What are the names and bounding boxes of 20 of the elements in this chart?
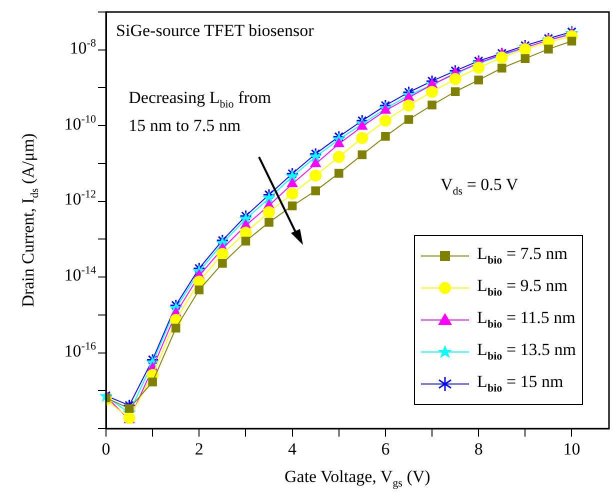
x-tick-label: 6 <box>381 439 390 458</box>
x-tick-label: 4 <box>288 439 298 458</box>
x-axis-title: Gate Voltage, V$_{gs}$ (V) <box>284 466 430 489</box>
x-tick-label: 10 <box>563 439 580 458</box>
y-tick-label: 10$^{-10}$ <box>64 113 96 134</box>
annotation: V$_{ds}$ = 0.5 V <box>440 174 518 200</box>
annotation: SiGe-source TFET biosensor <box>116 20 314 42</box>
y-tick-label: 10$^{-16}$ <box>64 340 96 362</box>
legend-label: L$_{bio}$ = 15 nm <box>477 372 564 395</box>
x-tick-label: 8 <box>474 439 483 458</box>
y-tick-label: 10$^{-12}$ <box>64 188 96 210</box>
y-tick-label: 10$^{-14}$ <box>64 264 96 286</box>
legend-label: L$_{bio}$ = 13.5 nm <box>477 340 576 363</box>
legend-label: L$_{bio}$ = 11.5 nm <box>477 308 576 331</box>
x-tick-label: 0 <box>102 439 110 458</box>
y-tick-label: 10$^{-8}$ <box>70 37 96 58</box>
x-tick-label: 2 <box>194 439 204 458</box>
legend-label: L$_{bio}$ = 7.5 nm <box>477 244 568 267</box>
legend-label: L$_{bio}$ = 9.5 nm <box>477 276 568 299</box>
annotation: Decreasing L$_{bio}$ from 15 nm to 7.5 nm <box>128 86 272 138</box>
